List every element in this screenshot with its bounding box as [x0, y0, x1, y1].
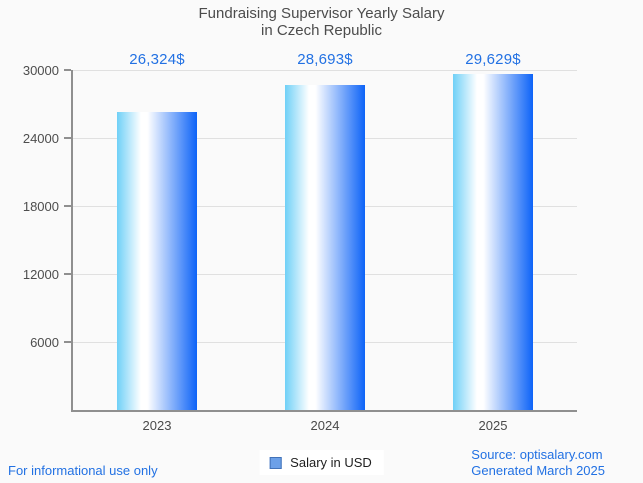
ytick-mark-6000 — [64, 341, 71, 343]
bar-2025 — [453, 74, 533, 410]
chart-title: Fundraising Supervisor Yearly Salary in … — [0, 5, 643, 39]
ytick-mark-18000 — [64, 205, 71, 207]
ytick-label-24000: 24000 — [22, 131, 59, 146]
gridline-30000 — [73, 70, 577, 71]
generated-date: Generated March 2025 — [471, 463, 605, 478]
legend-item-salary[interactable]: Salary in USD — [259, 450, 384, 475]
xtick-label-2025: 2025 — [478, 418, 508, 433]
source-link[interactable]: Source: optisalary.com — [471, 447, 603, 462]
source-block: Source: optisalary.com Generated March 2… — [471, 447, 605, 479]
ytick-mark-24000 — [64, 137, 71, 139]
value-label-2025: 29,629$ — [465, 51, 521, 68]
chart-title-line1: Fundraising Supervisor Yearly Salary — [198, 5, 445, 22]
ytick-label-18000: 18000 — [22, 199, 59, 214]
ytick-mark-30000 — [64, 69, 71, 71]
disclaimer-text: For informational use only — [8, 463, 158, 478]
chart-title-line2: in Czech Republic — [261, 22, 382, 39]
bar-2023 — [117, 111, 197, 410]
ytick-mark-12000 — [64, 273, 71, 275]
plot-area: 6000 12000 18000 24000 30000 26,324$ 2023 28,69… — [23, 51, 577, 433]
xtick-label-2024: 2024 — [310, 418, 340, 433]
bar-2024 — [285, 84, 365, 410]
value-label-2023: 26,324$ — [129, 51, 185, 68]
value-label-2024: 28,693$ — [297, 51, 353, 68]
legend-label: Salary in USD — [290, 455, 372, 470]
ytick-label-12000: 12000 — [22, 267, 59, 282]
ytick-label-6000: 6000 — [30, 335, 59, 350]
legend-swatch-icon — [269, 456, 282, 469]
xtick-label-2023: 2023 — [142, 418, 172, 433]
ytick-label-30000: 30000 — [22, 63, 59, 78]
